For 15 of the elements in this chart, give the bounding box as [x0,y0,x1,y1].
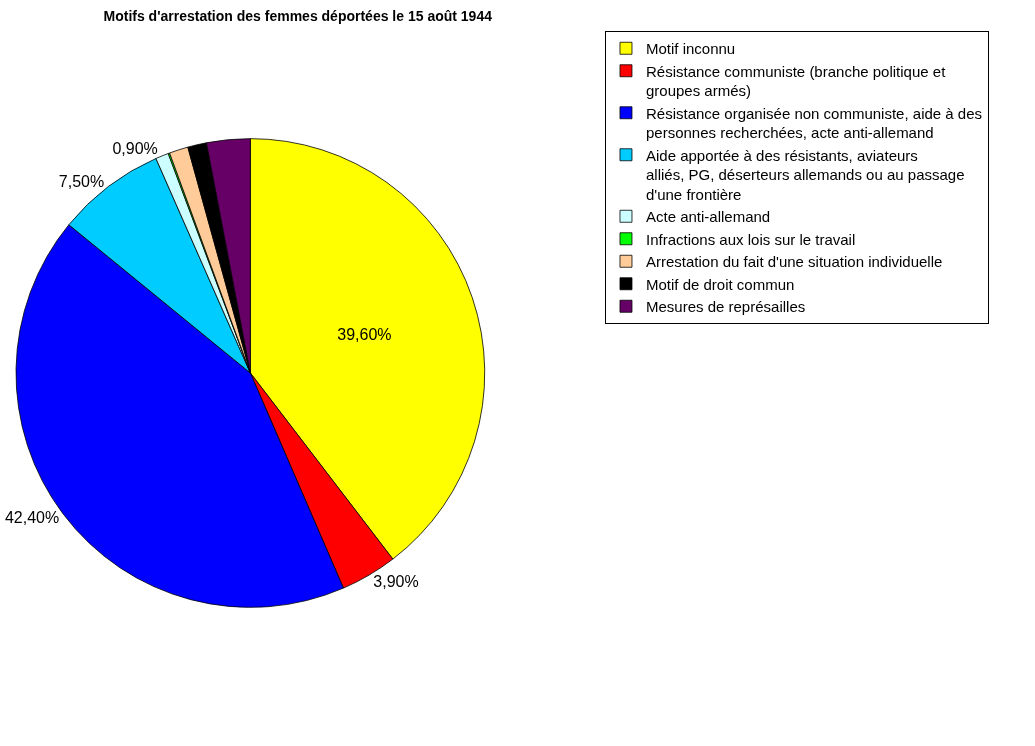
legend-label: Résistance organisée non communiste, aide à des personnes recherchées, acte anti-allemand [645,104,983,142]
legend-label: Arrestation du fait d'une situation individuelle [645,253,943,271]
legend-label: Acte anti-allemand [645,208,771,226]
chart-title: Motifs d'arrestation des femmes déportées le 15 août 1944 [103,7,493,24]
data-label: 0,90% [112,140,158,158]
legend-label: Aide apportée à des résistants, aviateurs alliés, PG, déserteurs allemands ou au passage d'une frontière [645,146,965,203]
data-label: 7,50% [58,172,105,190]
legend-label: Infractions aux lois sur le travail [645,230,856,248]
legend-label: Résistance communiste (branche politique et groupes armés) [645,62,947,100]
data-label: 3,90% [373,572,419,590]
legend-label: Motif de droit commun [645,275,795,293]
data-label: 39,60% [337,325,392,343]
legend-label: Motif inconnu [645,40,736,58]
data-label: 42,40% [4,508,60,526]
legend-label: Mesures de représailles [645,298,806,316]
